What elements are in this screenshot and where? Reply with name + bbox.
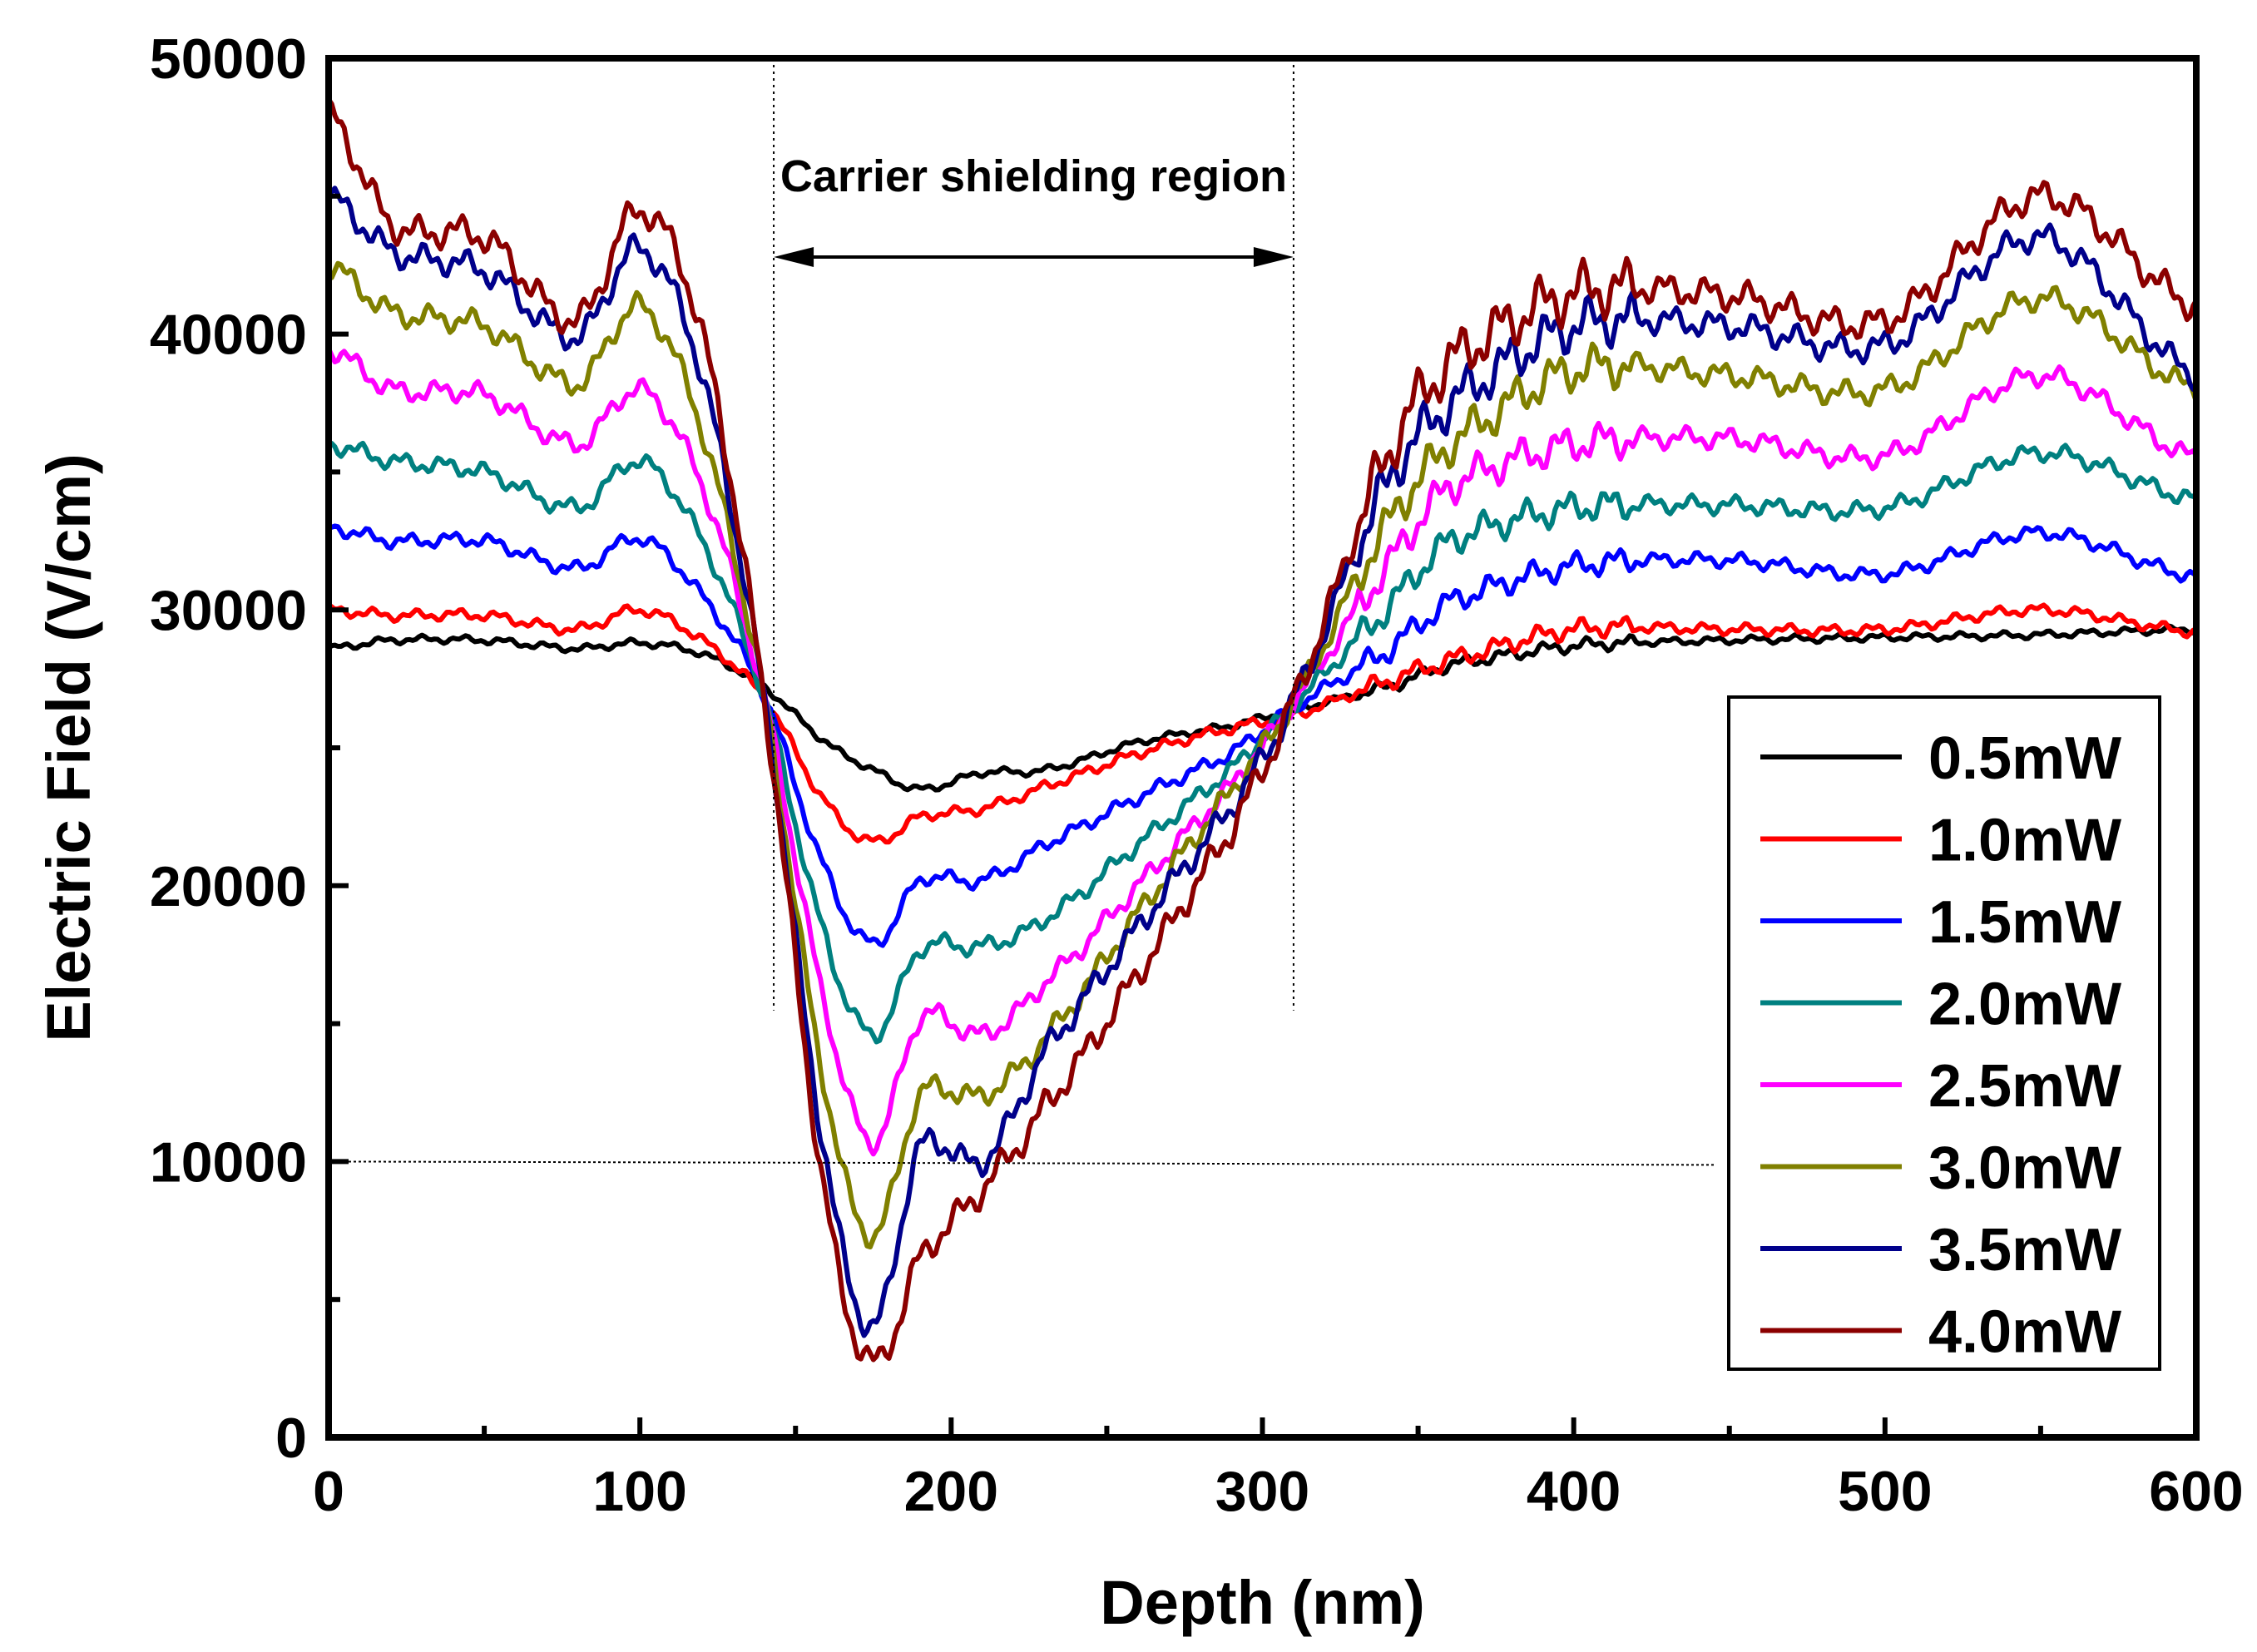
y-tick-label: 0 <box>275 1407 307 1470</box>
x-tick-label: 300 <box>1215 1460 1309 1523</box>
x-axis-title: Depth (nm) <box>1100 1568 1425 1637</box>
annotation-label: Carrier shielding region <box>780 151 1287 201</box>
x-tick-label: 100 <box>592 1460 686 1523</box>
series-line-4.0mW <box>329 97 2196 1363</box>
y-tick-label: 10000 <box>150 1130 307 1194</box>
y-tick-label: 30000 <box>150 579 307 642</box>
series-line-3.5mW <box>329 185 2196 1338</box>
x-tick-label: 200 <box>904 1460 998 1523</box>
x-tick-label: 400 <box>1527 1460 1621 1523</box>
legend-label: 2.5mW <box>1928 1053 2121 1120</box>
y-tick-label: 40000 <box>150 304 307 367</box>
annotation-layer <box>328 58 1715 1166</box>
x-tick-label: 0 <box>313 1460 344 1523</box>
legend-label: 0.5mW <box>1928 725 2121 792</box>
axes-layer: 0 100 200 300 400 500 600 0 10000 20000 30000 40000… <box>150 27 2244 1523</box>
series-line-2.5mW <box>329 347 2196 1157</box>
legend-box <box>1727 695 2161 1371</box>
series-line-1.0mW <box>329 602 2196 845</box>
arrow-head-right <box>1253 247 1294 267</box>
y-tick-label: 50000 <box>150 27 307 91</box>
x-tick-label: 500 <box>1838 1460 1932 1523</box>
legend-label: 3.5mW <box>1928 1217 2121 1284</box>
legend-label: 4.0mW <box>1928 1299 2121 1366</box>
legend-label: 1.5mW <box>1928 889 2121 956</box>
reference-line <box>328 1160 1715 1166</box>
series-line-3.0mW <box>329 260 2196 1249</box>
legend-label: 3.0mW <box>1928 1135 2121 1202</box>
legend-label: 2.0mW <box>1928 972 2121 1038</box>
y-axis-title: Electric Field (V/cm) <box>34 453 103 1041</box>
legend: 0.5mW 1.0mW 1.5mW 2.0mW 2.5mW 3.0mW 3.5mW 4.0mW <box>1727 695 2161 1371</box>
legend-label: 1.0mW <box>1928 808 2121 874</box>
series-layer <box>329 97 2196 1363</box>
arrow-head-left <box>774 247 814 267</box>
x-tick-label: 600 <box>2149 1460 2243 1523</box>
y-tick-label: 20000 <box>150 855 307 918</box>
